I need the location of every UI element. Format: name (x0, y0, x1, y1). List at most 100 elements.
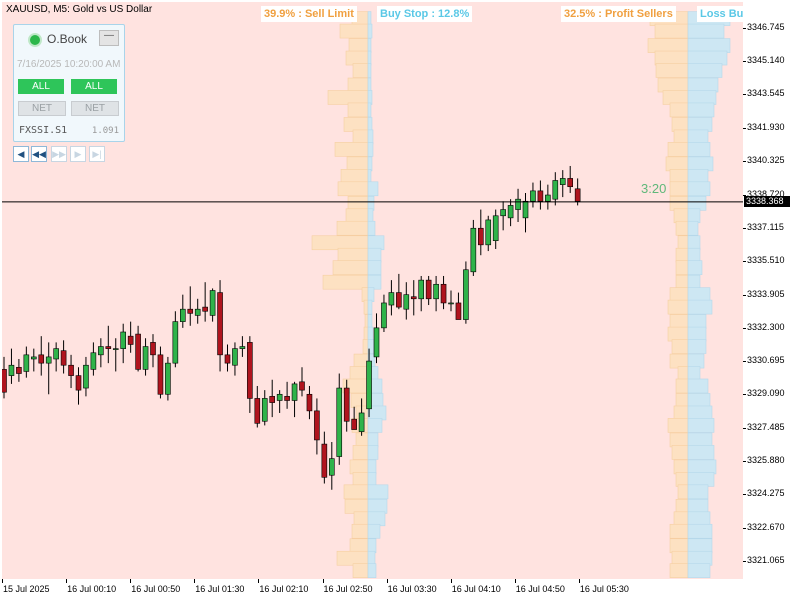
candle-body (217, 292, 223, 356)
position-book-buy-bar (687, 366, 701, 381)
price-axis-tick (743, 494, 746, 496)
position-book-sell-bar (655, 63, 689, 78)
price-axis-label: 3332.300 (747, 321, 785, 332)
price-axis-tick (743, 227, 746, 229)
order-book-buy-bar (367, 142, 374, 157)
all-right-button[interactable]: ALL (71, 79, 117, 94)
price-axis-label: 3335.510 (747, 255, 785, 266)
candle-body (105, 346, 112, 349)
all-left-button[interactable]: ALL (18, 79, 64, 94)
candle-body (165, 362, 171, 395)
candle-body (8, 364, 15, 376)
order-book-buy-bar (367, 23, 373, 39)
position-book-buy-bar (687, 274, 701, 290)
step-back-button[interactable]: ◀ (13, 146, 29, 162)
candle-body (90, 352, 97, 370)
time-axis-label: 16 Jul 04:50 (515, 584, 565, 594)
order-book-panel[interactable]: O.Book — 7/16/2025 10:20:00 AM ALL ALL N… (13, 24, 125, 142)
position-book-sell-bar (675, 472, 689, 487)
indicator-symbol: FXSSI.S1 (19, 125, 68, 136)
candle-body (98, 346, 104, 356)
order-book-sell-bar (336, 550, 369, 566)
candle-body (83, 364, 89, 389)
candle-body (396, 292, 402, 308)
position-book-sell-bar (654, 23, 689, 39)
position-book-sell-bar (671, 117, 689, 132)
order-book-sell-bar (344, 499, 369, 514)
indicator-version: 1.091 (91, 126, 119, 136)
net-left-button[interactable]: NET (18, 101, 66, 116)
rewind-button[interactable]: ◀◀ (31, 146, 47, 162)
position-book-buy-bar (687, 393, 711, 408)
position-book-buy-bar (687, 353, 705, 369)
order-book-sell-bar (347, 77, 369, 93)
order-book-buy-bar (367, 50, 372, 66)
order-book-buy-bar (367, 432, 379, 448)
minimize-button[interactable]: — (99, 30, 119, 46)
order-book-buy-bar (367, 77, 372, 93)
position-book-buy-bar (687, 287, 711, 302)
candle-body (366, 360, 372, 410)
order-book-buy-bar (367, 247, 382, 263)
position-book-buy-bar (687, 181, 711, 197)
go-latest-button[interactable]: ▶| (89, 146, 105, 162)
candle-body (314, 410, 320, 441)
order-book-buy-bar (367, 299, 373, 315)
price-axis-label: 3333.905 (747, 288, 785, 299)
candle-body (180, 308, 186, 322)
order-book-buy-bar (367, 523, 381, 539)
net-right-button[interactable]: NET (71, 101, 119, 116)
time-axis-label: 16 Jul 02:50 (323, 584, 373, 594)
price-axis-label: 3327.485 (747, 421, 785, 432)
price-axis-label: 3322.670 (747, 521, 785, 532)
order-book-sell-bar (349, 538, 369, 554)
order-book-sell-bar (343, 484, 369, 500)
candle-body (53, 348, 59, 360)
order-book-sell-bar (350, 393, 369, 408)
candle-body (470, 227, 477, 273)
candle-body (239, 346, 246, 349)
position-book-sell-bar (667, 418, 689, 433)
price-axis-label: 3341.930 (747, 121, 785, 132)
position-book-buy-bar (687, 50, 728, 66)
position-book-buy-bar (687, 142, 711, 157)
position-book-buy-bar (687, 235, 701, 251)
position-book-buy-bar (687, 208, 701, 224)
time-axis-tick (386, 579, 388, 583)
snapshot-date: 7/16/2025 10:20:00 AM (17, 59, 121, 70)
time-axis-label: 16 Jul 00:10 (67, 584, 117, 594)
order-book-sell-bar (352, 63, 369, 78)
candle-body (373, 327, 380, 358)
order-book-buy-bar (367, 208, 374, 224)
candle-body (150, 342, 156, 356)
position-book-buy-bar (687, 459, 717, 475)
order-book-buy-bar (367, 459, 377, 475)
order-book-sell-bar (332, 260, 369, 275)
chart-plot-area[interactable] (2, 2, 743, 579)
candle-body (23, 354, 30, 372)
fast-forward-button[interactable]: ▶▶ (51, 146, 67, 162)
time-axis-label: 16 Jul 03:30 (387, 584, 437, 594)
order-book-sell-bar (334, 142, 369, 157)
position-book-sell-bar (669, 538, 689, 554)
position-book-sell-bar (669, 102, 689, 118)
step-forward-button[interactable]: ▶ (70, 146, 86, 162)
order-book-sell-bar (348, 38, 369, 53)
candle-body (403, 294, 410, 310)
candle-body (440, 283, 447, 304)
candle-body (388, 292, 395, 306)
order-book-sell-bar (311, 235, 369, 251)
position-book-buy-bar (687, 432, 713, 448)
symbol-title: XAUUSD, M5: Gold vs US Dollar (6, 4, 153, 15)
position-book-sell-bar (677, 484, 689, 500)
order-book-sell-bar (345, 50, 369, 66)
position-book-buy-bar (687, 484, 709, 500)
price-axis-tick (743, 28, 746, 30)
price-axis-tick (743, 61, 746, 63)
position-book-buy-bar (687, 472, 715, 487)
position-book-sell-bar (669, 353, 689, 369)
order-book-buy-bar (367, 499, 388, 514)
time-axis-tick (194, 579, 196, 583)
time-axis-tick (66, 579, 68, 583)
